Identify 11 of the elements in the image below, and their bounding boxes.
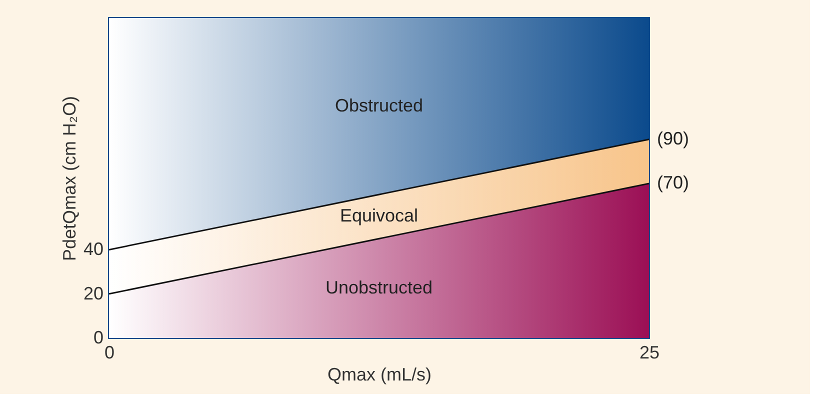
y-tick-label: 40 xyxy=(83,239,104,260)
y-tick-label: 0 xyxy=(93,328,104,348)
series-label: Unobstructed xyxy=(325,277,433,298)
x-axis-title: Qmax (mL/s) xyxy=(327,364,432,384)
y-axis-title: PdetQmax (cm H₂O) xyxy=(59,96,80,262)
annotation: (70) xyxy=(657,172,690,193)
x-tick-label: 25 xyxy=(639,342,660,362)
annotation: (90) xyxy=(657,128,690,148)
series-label: Equivocal xyxy=(340,206,418,226)
y-tick-label: 20 xyxy=(83,283,104,304)
series-label: Obstructed xyxy=(334,95,424,116)
